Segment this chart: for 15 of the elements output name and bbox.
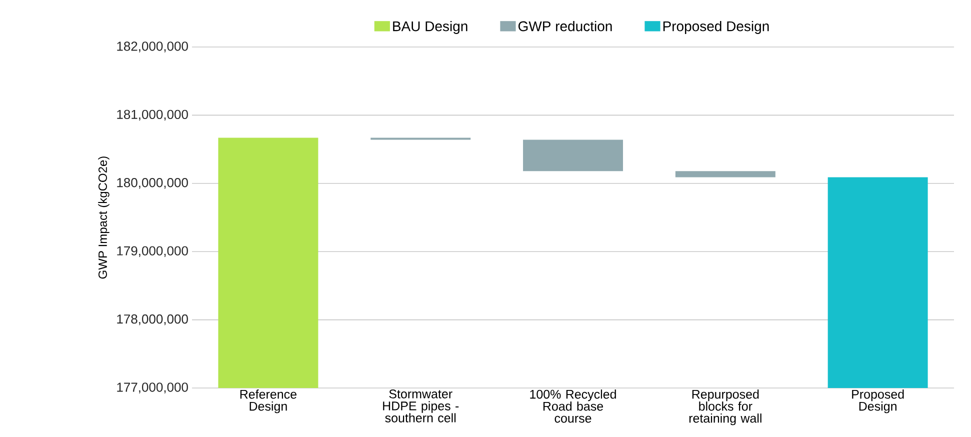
y-tick-label: 178,000,000	[117, 314, 188, 326]
y-tick-label: 177,000,000	[117, 382, 188, 394]
y-axis-title: GWP Impact (kgCO2e)	[98, 156, 110, 279]
legend-label: Proposed Design	[663, 20, 769, 34]
x-tick-label: Repurposed blocks for retaining wall	[689, 390, 762, 426]
legend-label: BAU Design	[393, 20, 468, 34]
x-tick-label: Reference Design	[240, 390, 296, 414]
y-tick-label: 181,000,000	[117, 110, 188, 121]
y-tick-label: 180,000,000	[117, 178, 188, 189]
x-tick-label: Stormwater HDPE pipes - southern cell	[383, 390, 459, 422]
x-tick-label: 100% Recycled Road base course	[530, 390, 616, 423]
y-tick-label: 182,000,000	[117, 42, 188, 52]
x-tick-label: Proposed Design	[852, 390, 904, 414]
y-tick-label: 179,000,000	[117, 246, 188, 257]
legend-label: GWP reduction	[518, 20, 612, 32]
